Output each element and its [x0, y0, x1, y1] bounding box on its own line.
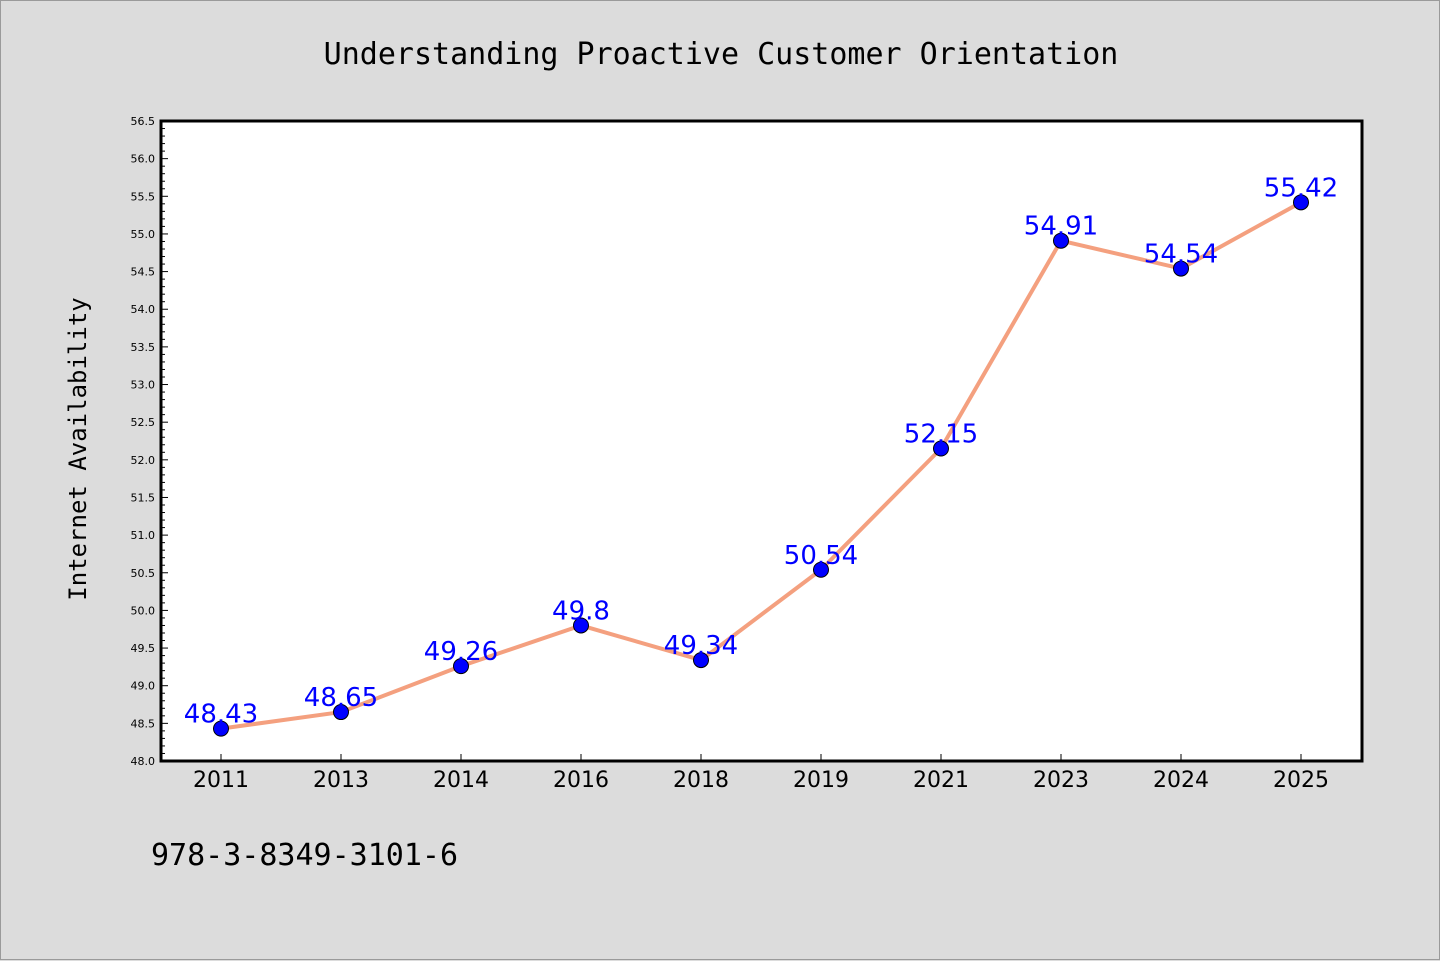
y-tick-label: 48.5	[131, 717, 156, 730]
data-point	[1293, 194, 1309, 211]
x-tick-label: 2024	[1153, 768, 1209, 793]
x-tick-label: 2021	[913, 768, 969, 793]
plot-area	[159, 119, 1364, 763]
data-label: 55.42	[1264, 173, 1338, 203]
data-point	[813, 561, 829, 578]
x-tick-label: 2019	[793, 768, 849, 793]
x-tick-label: 2016	[553, 768, 609, 793]
data-label: 48.43	[184, 700, 258, 730]
y-tick-label: 56.5	[131, 115, 156, 128]
data-point	[933, 440, 949, 457]
y-tick-label: 53.5	[131, 341, 156, 354]
data-point	[333, 704, 349, 721]
y-tick-label: 53.0	[131, 379, 156, 392]
x-tick-label: 2014	[433, 768, 489, 793]
x-tick-label: 2023	[1033, 768, 1089, 793]
data-point	[573, 617, 589, 634]
x-axis-ticks: 2011 2013 2014 2016 2018 2019 2021 2023 2024 2025	[193, 754, 1329, 793]
x-tick-label: 2025	[1273, 768, 1329, 793]
data-label: 54.54	[1144, 240, 1218, 270]
y-axis-label: Internet Availability	[64, 297, 92, 600]
data-label: 49.26	[424, 637, 498, 667]
data-label: 52.15	[904, 420, 978, 450]
x-tick-label: 2013	[313, 768, 369, 793]
data-point	[1173, 260, 1189, 277]
y-tick-label: 51.5	[131, 491, 156, 504]
y-tick-label: 56.0	[131, 153, 156, 166]
chart-title: Understanding Proactive Customer Orienta…	[324, 37, 1119, 72]
data-label: 49.8	[552, 596, 610, 626]
y-tick-label: 54.5	[131, 266, 156, 279]
y-tick-label: 51.0	[131, 529, 156, 542]
isbn-text: 978-3-8349-3101-6	[151, 838, 458, 873]
y-tick-label: 50.5	[131, 567, 156, 580]
y-tick-label: 49.5	[131, 642, 156, 655]
data-label: 50.54	[784, 541, 858, 571]
y-tick-label: 50.0	[131, 604, 156, 617]
data-point	[213, 720, 229, 737]
y-tick-label: 49.0	[131, 680, 156, 693]
y-tick-label: 48.0	[131, 755, 156, 768]
series-line-group	[213, 194, 1309, 737]
y-axis-ticks: 48.0 48.5 49.0 49.5 50.0 50.5 51.0 51.5 52.0 52.5…	[131, 115, 168, 768]
data-point	[453, 658, 469, 675]
y-tick-label: 52.0	[131, 454, 156, 467]
y-tick-label: 55.5	[131, 190, 156, 203]
data-label: 54.91	[1024, 212, 1098, 242]
y-tick-label: 55.0	[131, 228, 156, 241]
x-tick-label: 2011	[193, 768, 249, 793]
x-tick-label: 2018	[673, 768, 729, 793]
y-tick-label: 54.0	[131, 303, 156, 316]
series-line	[220, 200, 1302, 731]
data-labels: 48.43 48.65 49.26 49.8 49.34 50.54 52.15 54.91 5…	[184, 173, 1338, 729]
data-point	[1053, 232, 1069, 249]
data-label: 48.65	[304, 683, 378, 713]
data-point	[693, 652, 709, 669]
y-tick-label: 52.5	[131, 416, 156, 429]
data-label: 49.34	[664, 631, 738, 661]
